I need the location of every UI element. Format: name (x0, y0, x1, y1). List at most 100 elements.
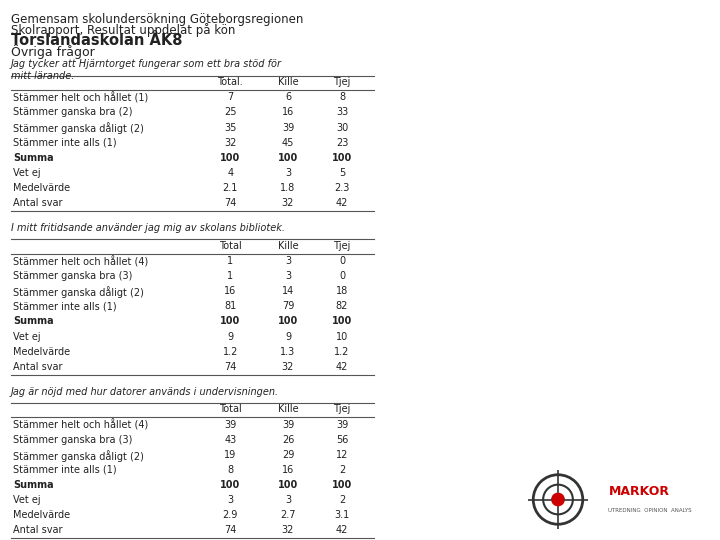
Text: Antal svar: Antal svar (13, 525, 63, 536)
Text: Summa: Summa (13, 316, 53, 327)
Text: Vet ej: Vet ej (13, 332, 40, 342)
Text: 19: 19 (224, 450, 237, 460)
Text: MARKOR: MARKOR (608, 485, 670, 498)
Text: Stämmer ganska dåligt (2): Stämmer ganska dåligt (2) (13, 286, 144, 298)
Text: Stämmer helt och hållet (1): Stämmer helt och hållet (1) (13, 92, 148, 104)
Text: 16: 16 (282, 107, 294, 118)
Text: 5: 5 (339, 168, 345, 178)
Text: Medelvärde: Medelvärde (13, 510, 70, 521)
Text: 6: 6 (285, 92, 291, 103)
Text: 2: 2 (339, 495, 345, 505)
Text: 74: 74 (224, 525, 237, 536)
Text: 43: 43 (224, 435, 237, 445)
Text: Medelvärde: Medelvärde (13, 347, 70, 357)
Text: I mitt fritidsande använder jag mig av skolans bibliotek.: I mitt fritidsande använder jag mig av s… (11, 223, 285, 233)
Text: 32: 32 (282, 525, 294, 536)
Text: 2.9: 2.9 (222, 510, 238, 521)
Text: 42: 42 (336, 198, 348, 208)
Text: 100: 100 (332, 153, 352, 163)
Text: Total: Total (219, 404, 242, 415)
Text: 9: 9 (285, 332, 291, 342)
Text: 29: 29 (282, 450, 294, 460)
Text: 100: 100 (220, 153, 240, 163)
Text: 10: 10 (336, 332, 348, 342)
Text: 30: 30 (336, 123, 348, 133)
Text: Jag tycker att Hjärntorget fungerar som ett bra stöd för
mitt lärande.: Jag tycker att Hjärntorget fungerar som … (11, 59, 282, 81)
Text: 3: 3 (285, 256, 291, 266)
Text: 82: 82 (336, 301, 348, 312)
Text: Övriga frågor: Övriga frågor (11, 45, 94, 59)
Text: 2.7: 2.7 (280, 510, 296, 521)
Text: 26: 26 (282, 435, 294, 445)
Text: 32: 32 (224, 138, 237, 148)
Text: 7: 7 (228, 92, 233, 103)
Text: 79: 79 (282, 301, 294, 312)
Text: 35: 35 (224, 123, 237, 133)
Text: 32: 32 (282, 362, 294, 372)
Text: 2.1: 2.1 (222, 183, 238, 193)
Text: Kille: Kille (278, 404, 298, 415)
Text: 2: 2 (339, 465, 345, 475)
Text: 0: 0 (339, 256, 345, 266)
Text: Total.: Total. (217, 77, 243, 87)
Text: 100: 100 (332, 316, 352, 327)
Text: Tjej: Tjej (333, 77, 351, 87)
Text: 8: 8 (339, 92, 345, 103)
Text: 100: 100 (220, 480, 240, 490)
Text: 16: 16 (224, 286, 237, 296)
Text: Tjej: Tjej (333, 404, 351, 415)
Text: 1.2: 1.2 (222, 347, 238, 357)
Text: Summa: Summa (13, 480, 53, 490)
Text: 1: 1 (228, 256, 233, 266)
Text: 3: 3 (285, 495, 291, 505)
Text: Skolrapport, Resultat uppdelat på kön: Skolrapport, Resultat uppdelat på kön (11, 23, 235, 37)
Text: Kille: Kille (278, 77, 298, 87)
Text: 3: 3 (285, 271, 291, 281)
Text: Gemensam skolundersökning Göteborgsregionen: Gemensam skolundersökning Göteborgsregio… (11, 14, 303, 26)
Text: Tjej: Tjej (333, 241, 351, 251)
Text: Stämmer ganska bra (3): Stämmer ganska bra (3) (13, 435, 132, 445)
Text: Stämmer ganska dåligt (2): Stämmer ganska dåligt (2) (13, 450, 144, 462)
Text: 74: 74 (224, 362, 237, 372)
Text: 18: 18 (336, 286, 348, 296)
Text: Summa: Summa (13, 153, 53, 163)
Text: Kille: Kille (278, 241, 298, 251)
Text: 4: 4 (228, 168, 233, 178)
Text: 9: 9 (228, 332, 233, 342)
Text: Medelvärde: Medelvärde (13, 183, 70, 193)
Text: 3.1: 3.1 (334, 510, 350, 521)
Text: Antal svar: Antal svar (13, 198, 63, 208)
Text: Stämmer helt och hållet (4): Stämmer helt och hållet (4) (13, 256, 148, 267)
Text: 56: 56 (336, 435, 348, 445)
Text: 14: 14 (282, 286, 294, 296)
Text: 8: 8 (228, 465, 233, 475)
Text: 1.3: 1.3 (280, 347, 296, 357)
Text: 3: 3 (285, 168, 291, 178)
Text: Jag är nöjd med hur datorer används i undervisningen.: Jag är nöjd med hur datorer används i un… (11, 387, 279, 397)
Text: 81: 81 (224, 301, 237, 312)
Text: 23: 23 (336, 138, 348, 148)
Text: 42: 42 (336, 362, 348, 372)
Text: 100: 100 (278, 153, 298, 163)
Text: 100: 100 (220, 316, 240, 327)
Text: Stämmer ganska bra (2): Stämmer ganska bra (2) (13, 107, 132, 118)
Text: 1: 1 (228, 271, 233, 281)
Text: 32: 32 (282, 198, 294, 208)
Text: 16: 16 (282, 465, 294, 475)
Text: 39: 39 (224, 420, 237, 430)
Text: 3: 3 (228, 495, 233, 505)
Text: Vet ej: Vet ej (13, 168, 40, 178)
Text: 39: 39 (282, 420, 294, 430)
Text: 2.3: 2.3 (334, 183, 350, 193)
Text: 74: 74 (224, 198, 237, 208)
Text: Total: Total (219, 241, 242, 251)
Text: Antal svar: Antal svar (13, 362, 63, 372)
Text: Stämmer ganska bra (3): Stämmer ganska bra (3) (13, 271, 132, 281)
Text: 12: 12 (336, 450, 348, 460)
Text: 45: 45 (282, 138, 294, 148)
Text: 0: 0 (339, 271, 345, 281)
Text: Stämmer ganska dåligt (2): Stämmer ganska dåligt (2) (13, 123, 144, 134)
Text: 100: 100 (332, 480, 352, 490)
Circle shape (552, 494, 564, 505)
Text: 42: 42 (336, 525, 348, 536)
